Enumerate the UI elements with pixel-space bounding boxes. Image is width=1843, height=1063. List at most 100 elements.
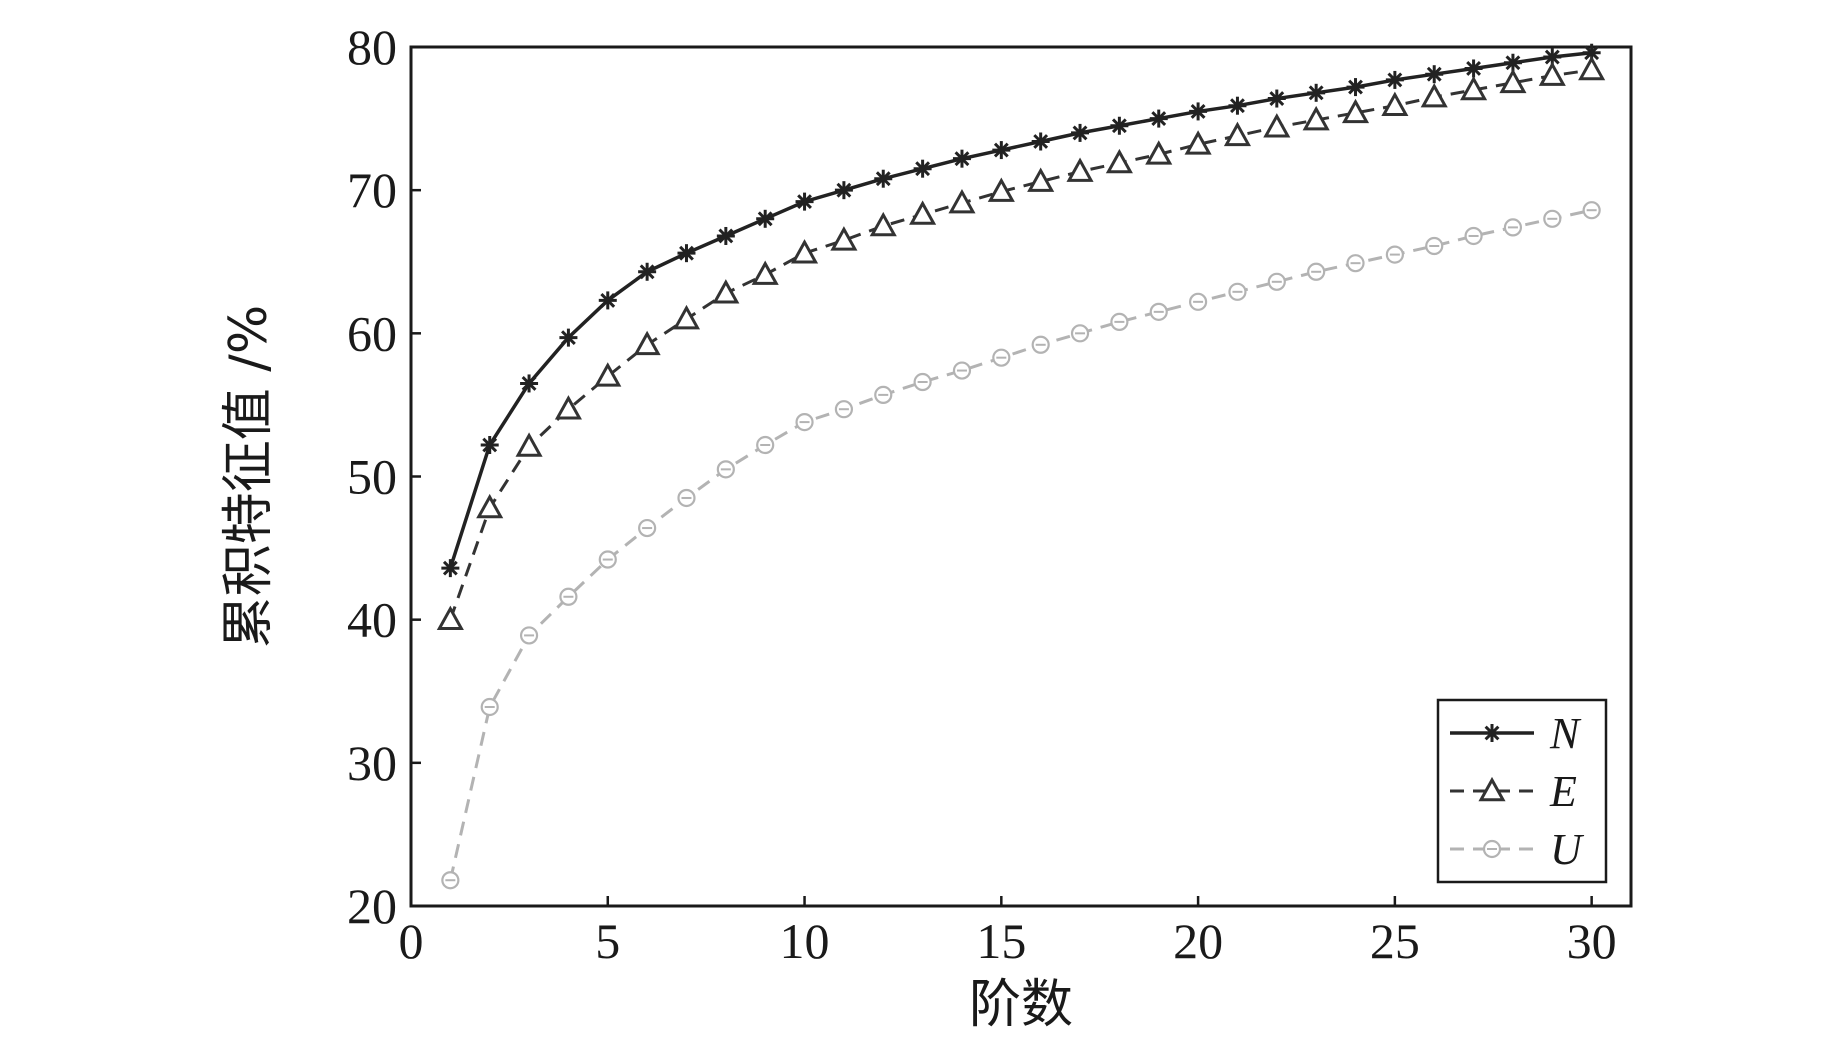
asterisk-stroke [797, 194, 812, 210]
data-point-U [1149, 302, 1168, 321]
data-point-N [1189, 102, 1208, 121]
asterisk-stroke [1584, 45, 1600, 61]
data-point-U [952, 361, 972, 380]
data-point-E [476, 493, 504, 519]
data-point-E [751, 260, 779, 285]
data-point-U [677, 488, 696, 508]
data-point-E [1184, 130, 1212, 155]
legend-marker [1478, 776, 1506, 802]
data-point-E [790, 239, 819, 264]
legend-marker [1482, 839, 1502, 859]
legend: NEU [1436, 698, 1608, 884]
asterisk-stroke [1544, 49, 1560, 65]
data-point-N [677, 244, 696, 263]
series-U [441, 201, 1601, 890]
data-point-N [520, 374, 539, 393]
data-point-E [1027, 167, 1055, 192]
data-point-N [1543, 48, 1562, 67]
data-point-U [1503, 218, 1523, 237]
data-point-U [795, 412, 814, 432]
series-line-U [448, 208, 1592, 881]
asterisk-stroke [1484, 725, 1500, 741]
data-point-U [1346, 254, 1365, 273]
asterisk-stroke [1151, 111, 1167, 127]
asterisk-stroke [915, 161, 931, 177]
data-point-U [1425, 236, 1444, 256]
data-point-N [638, 262, 657, 281]
asterisk-stroke [600, 292, 616, 308]
data-point-E [1420, 83, 1448, 108]
data-point-E [554, 395, 582, 420]
data-point-U [519, 626, 539, 645]
x-tick-label: 30 [1567, 913, 1617, 969]
data-point-N [952, 149, 971, 168]
data-point-N [1031, 132, 1050, 151]
data-point-E [1578, 55, 1606, 81]
data-point-N [756, 209, 775, 228]
legend-item-N: N [1450, 709, 1582, 758]
legend-box [1436, 698, 1608, 884]
data-point-U [874, 385, 893, 404]
data-point-U [1582, 201, 1601, 220]
data-point-E [1381, 91, 1409, 116]
asterisk-stroke [757, 211, 773, 227]
x-tick-label: 5 [595, 913, 620, 969]
data-point-N [1503, 53, 1522, 72]
data-point-N [1464, 59, 1483, 78]
data-point-E [948, 188, 976, 214]
data-point-N [480, 436, 499, 455]
data-point-N [1582, 43, 1601, 62]
data-point-E [1499, 68, 1527, 94]
x-tick-label: 25 [1370, 913, 1420, 969]
data-point-N [559, 328, 578, 347]
data-point-N [1149, 109, 1168, 128]
data-point-U [1385, 245, 1404, 264]
data-point-U [480, 697, 499, 717]
data-point-E [830, 226, 858, 251]
y-tick-label: 40 [347, 592, 397, 648]
data-point-N [1071, 123, 1090, 142]
x-tick-label: 10 [780, 913, 830, 969]
data-point-E [436, 605, 464, 630]
y-tick-label: 50 [347, 449, 397, 505]
series-N [441, 43, 1601, 578]
data-point-E [909, 200, 937, 225]
y-tick-label: 60 [347, 305, 397, 361]
series-line-N [448, 50, 1592, 569]
data-point-E [594, 362, 622, 387]
y-axis-title: 累积特征值 /% [219, 305, 279, 648]
asterisk-stroke [521, 376, 537, 391]
data-point-U [1543, 209, 1562, 228]
data-point-U [1031, 335, 1050, 354]
data-point-E [1223, 121, 1252, 147]
asterisk-stroke [1308, 85, 1324, 101]
y-tick-label: 70 [347, 162, 397, 218]
asterisk-stroke [954, 151, 970, 167]
x-tick-label: 20 [1173, 913, 1223, 969]
y-tick-label: 30 [347, 735, 397, 791]
data-point-U [638, 518, 657, 538]
data-point-E [1145, 140, 1173, 165]
data-point-N [1228, 96, 1247, 115]
asterisk-stroke [875, 171, 891, 187]
series-E [436, 55, 1606, 630]
data-point-U [913, 372, 932, 392]
x-tick-label: 0 [399, 913, 424, 969]
data-point-N [913, 159, 932, 178]
asterisk-stroke [1072, 125, 1088, 141]
data-point-U [1307, 262, 1326, 281]
axes [409, 45, 1633, 908]
y-tick-label: 20 [347, 878, 397, 934]
data-point-U [441, 871, 460, 890]
data-point-U [716, 460, 735, 479]
series-line-E [448, 68, 1592, 621]
data-point-E [515, 432, 543, 457]
asterisk-stroke [639, 264, 655, 280]
data-point-E [987, 177, 1015, 202]
data-point-N [874, 169, 893, 188]
data-point-N [992, 141, 1011, 160]
data-point-E [712, 279, 740, 304]
data-point-N [598, 291, 617, 310]
data-point-E [1105, 148, 1133, 174]
